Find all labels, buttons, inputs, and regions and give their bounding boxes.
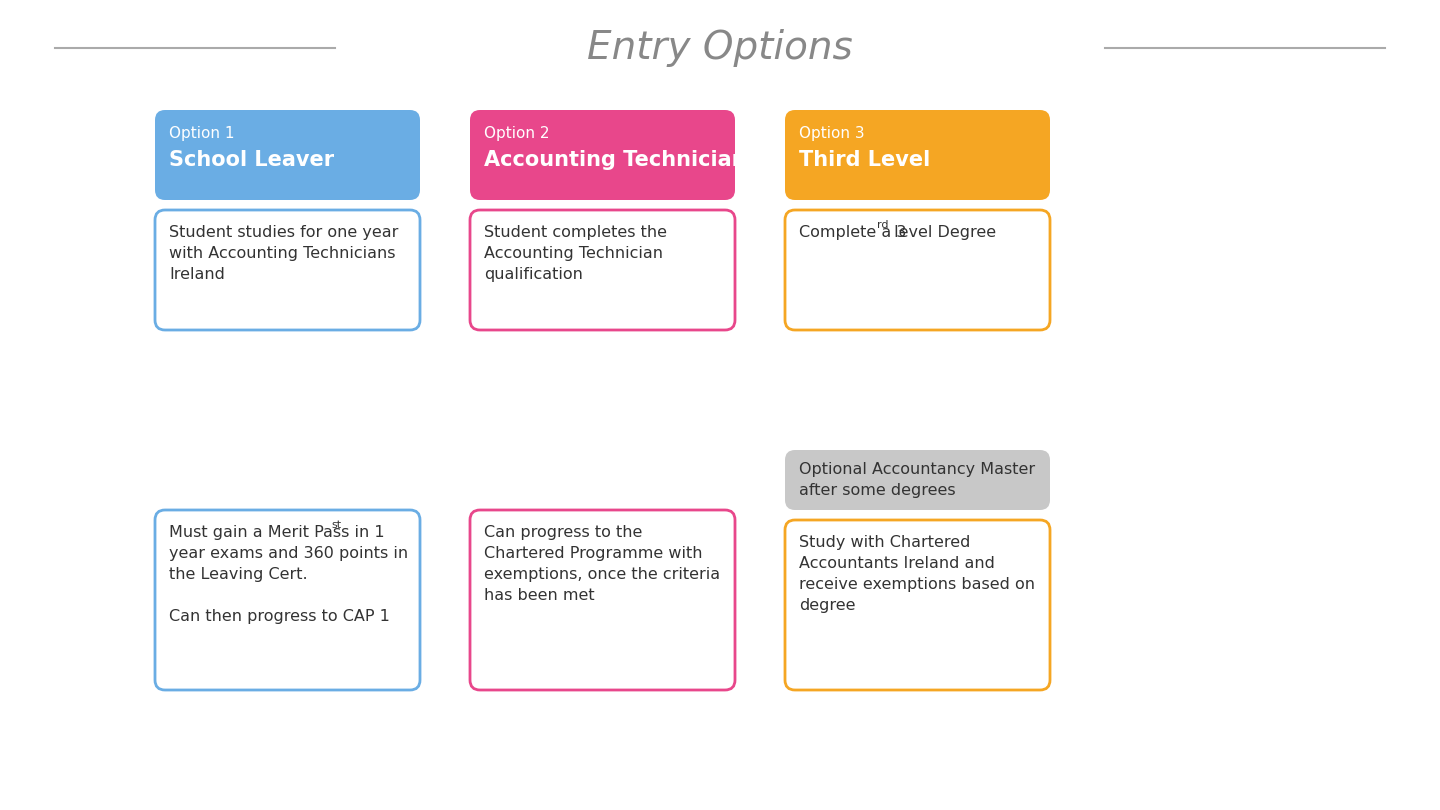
FancyBboxPatch shape <box>469 210 734 330</box>
FancyBboxPatch shape <box>785 210 1050 330</box>
Text: Option 1: Option 1 <box>168 126 235 141</box>
Text: Optional Accountancy Master
after some degrees: Optional Accountancy Master after some d… <box>799 462 1035 498</box>
Text: Student studies for one year
with Accounting Technicians
Ireland: Student studies for one year with Accoun… <box>168 225 399 282</box>
Text: Study with Chartered
Accountants Ireland and
receive exemptions based on
degree: Study with Chartered Accountants Ireland… <box>799 535 1035 613</box>
Text: Can progress to the
Chartered Programme with
exemptions, once the criteria
has b: Can progress to the Chartered Programme … <box>484 525 720 603</box>
FancyBboxPatch shape <box>156 510 420 690</box>
Text: Student completes the
Accounting Technician
qualification: Student completes the Accounting Technic… <box>484 225 667 282</box>
Text: Complete a 3: Complete a 3 <box>799 225 906 240</box>
Text: st: st <box>331 520 341 530</box>
Text: Entry Options: Entry Options <box>588 29 852 67</box>
FancyBboxPatch shape <box>785 520 1050 690</box>
Text: Must gain a Merit Pass in 1: Must gain a Merit Pass in 1 <box>168 525 384 540</box>
FancyBboxPatch shape <box>785 450 1050 510</box>
Text: level Degree: level Degree <box>888 225 996 240</box>
FancyBboxPatch shape <box>469 510 734 690</box>
Text: Accounting Technicians: Accounting Technicians <box>484 150 759 170</box>
FancyBboxPatch shape <box>469 110 734 200</box>
FancyBboxPatch shape <box>785 110 1050 200</box>
Text: Option 3: Option 3 <box>799 126 864 141</box>
Text: School Leaver: School Leaver <box>168 150 334 170</box>
Text: Third Level: Third Level <box>799 150 930 170</box>
FancyBboxPatch shape <box>156 110 420 200</box>
Text: rd: rd <box>877 220 888 230</box>
Text: Option 2: Option 2 <box>484 126 550 141</box>
FancyBboxPatch shape <box>156 210 420 330</box>
Text: year exams and 360 points in
the Leaving Cert.

Can then progress to CAP 1: year exams and 360 points in the Leaving… <box>168 546 408 624</box>
